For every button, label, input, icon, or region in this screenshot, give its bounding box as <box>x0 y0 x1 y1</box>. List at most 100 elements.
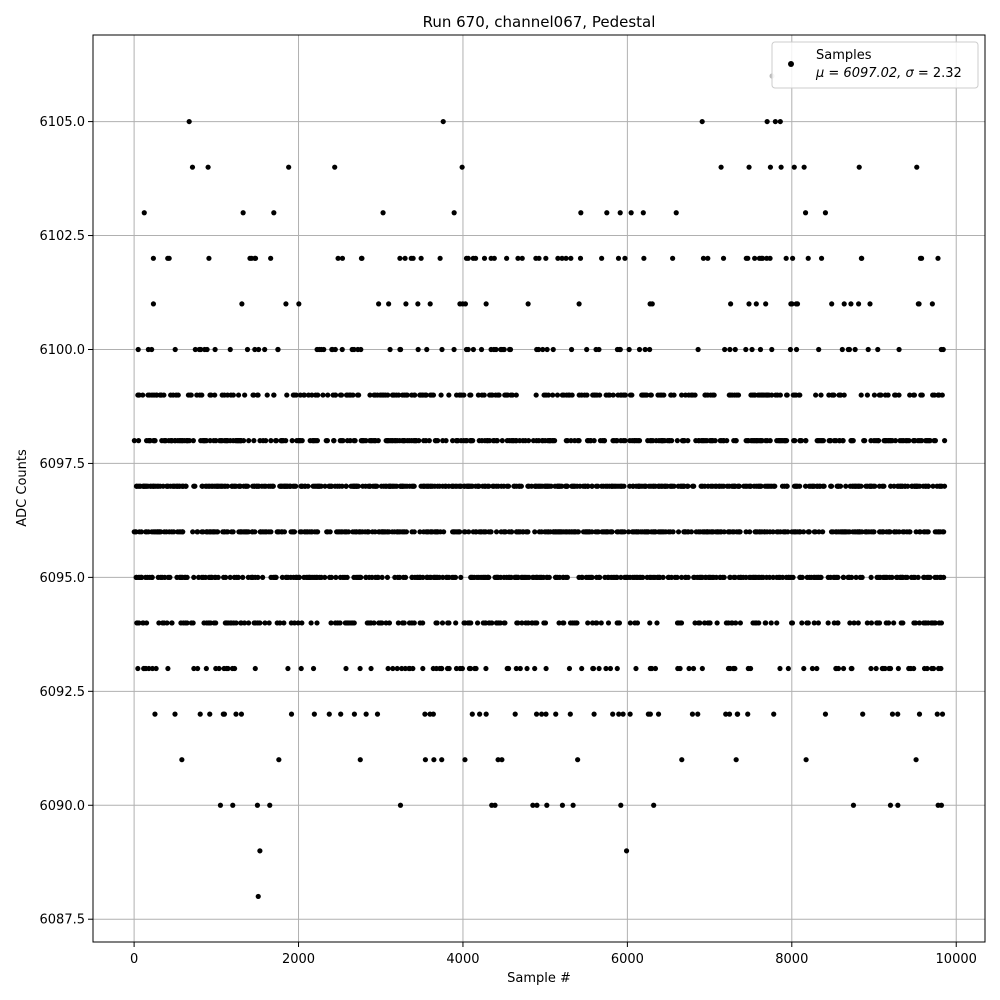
data-point <box>881 483 887 489</box>
data-point <box>470 438 476 444</box>
data-point <box>597 392 603 398</box>
data-point <box>707 620 713 626</box>
data-point <box>803 438 809 444</box>
data-point <box>509 529 515 535</box>
data-point <box>180 529 186 535</box>
data-point <box>780 574 786 580</box>
data-point <box>262 346 268 353</box>
data-point <box>671 392 677 398</box>
data-point <box>230 529 236 535</box>
data-point <box>446 665 452 672</box>
data-point <box>505 483 512 489</box>
data-point <box>255 893 261 900</box>
data-point <box>799 620 805 626</box>
data-point <box>749 346 755 353</box>
data-point <box>737 620 743 626</box>
data-point <box>459 665 465 672</box>
data-point <box>820 438 827 444</box>
data-point <box>380 210 386 216</box>
data-point <box>841 574 847 580</box>
data-point <box>184 620 190 626</box>
data-point <box>395 620 401 626</box>
data-point <box>772 118 778 125</box>
data-point <box>544 802 550 808</box>
data-point <box>610 392 616 398</box>
data-point <box>533 392 539 398</box>
data-point <box>496 392 502 398</box>
data-point <box>803 757 809 763</box>
data-point <box>622 438 628 444</box>
data-point <box>647 711 653 717</box>
data-point <box>559 255 565 261</box>
data-point <box>566 665 573 672</box>
data-point <box>468 392 474 398</box>
data-point <box>379 574 385 580</box>
data-point <box>164 620 170 626</box>
data-point <box>733 620 739 626</box>
data-point <box>197 711 203 717</box>
data-point <box>440 574 446 580</box>
data-point <box>358 574 364 580</box>
data-point <box>352 438 358 444</box>
data-point <box>812 529 818 535</box>
data-point <box>333 574 339 580</box>
data-point <box>668 574 675 580</box>
data-point <box>221 711 228 717</box>
data-point <box>518 483 524 489</box>
data-point <box>279 574 285 580</box>
data-point <box>403 301 409 307</box>
data-point <box>422 757 429 763</box>
data-point <box>140 392 146 398</box>
data-point <box>769 346 775 353</box>
data-point <box>640 574 646 580</box>
data-point <box>576 301 582 307</box>
data-point <box>213 620 219 626</box>
data-point <box>533 711 540 717</box>
data-point <box>616 620 623 626</box>
data-point <box>720 255 727 261</box>
data-point <box>321 346 327 353</box>
legend-box <box>771 41 979 89</box>
data-point <box>905 483 911 489</box>
data-point <box>149 665 156 672</box>
data-point <box>669 438 675 444</box>
data-point <box>843 483 849 489</box>
data-point <box>483 665 489 672</box>
data-point <box>550 346 556 353</box>
data-point <box>492 802 498 808</box>
data-point <box>149 574 155 580</box>
data-point <box>461 392 467 398</box>
data-point <box>875 438 882 444</box>
data-point <box>506 665 512 672</box>
data-point <box>530 802 536 808</box>
data-point <box>595 483 601 489</box>
data-point <box>767 438 773 444</box>
data-point <box>190 620 196 626</box>
data-point <box>618 802 624 808</box>
data-point <box>233 620 239 626</box>
data-point <box>543 665 549 672</box>
data-point <box>627 711 633 717</box>
data-point <box>293 483 299 489</box>
data-point <box>768 620 774 626</box>
data-point <box>938 665 944 672</box>
data-point <box>554 392 561 398</box>
data-point <box>227 574 233 580</box>
data-point <box>895 665 901 672</box>
data-point <box>567 711 573 717</box>
data-point <box>938 620 945 626</box>
data-point <box>835 665 842 672</box>
data-point <box>924 665 930 672</box>
data-point <box>746 164 752 170</box>
data-point <box>309 392 315 398</box>
data-point <box>938 802 945 808</box>
data-point <box>685 438 691 444</box>
data-point <box>325 392 331 398</box>
data-point <box>622 255 628 261</box>
data-point <box>195 665 201 672</box>
data-point <box>423 392 429 398</box>
data-point <box>143 620 150 626</box>
data-point <box>568 438 574 444</box>
data-point <box>673 210 679 216</box>
data-point <box>268 529 274 535</box>
